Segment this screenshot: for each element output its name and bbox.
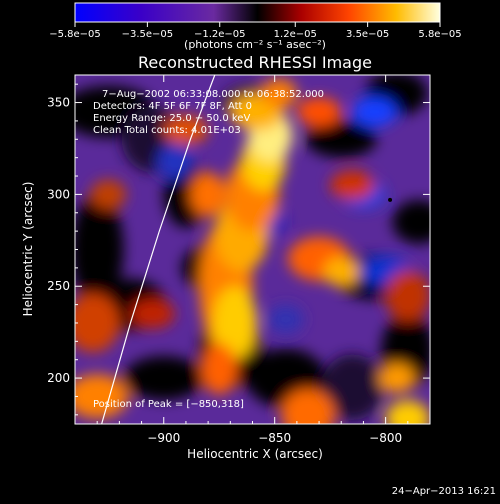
- x-tick-label: −850: [258, 431, 291, 445]
- annotation-energy-range: Energy Range: 25.0 − 50.0 keV: [93, 113, 250, 124]
- colorbar-tick-label: −5.8e−05: [49, 29, 101, 40]
- heatmap-area: [75, 75, 430, 424]
- intensity-blob: [261, 78, 297, 109]
- intensity-blob: [212, 286, 257, 360]
- intensity-blob: [392, 199, 430, 244]
- intensity-blob: [321, 354, 384, 421]
- y-tick-label: 350: [47, 96, 70, 110]
- intensity-blob: [281, 389, 335, 424]
- y-tick-label: 200: [47, 371, 70, 385]
- y-axis-label: Heliocentric Y (arcsec): [21, 182, 35, 317]
- colorbar-tick-label: −3.5e−05: [122, 29, 174, 40]
- intensity-blob: [305, 120, 377, 158]
- y-tick-label: 250: [47, 279, 70, 293]
- min-marker: [388, 197, 393, 202]
- intensity-blob: [123, 356, 204, 401]
- y-axis: 200 250 300 350: [47, 83, 430, 416]
- intensity-blob: [385, 400, 430, 424]
- intensity-blob: [75, 194, 124, 305]
- intensity-blob: [90, 179, 127, 210]
- intensity-blob: [323, 256, 359, 287]
- annotation-detectors: Detectors: 4F 5F 6F 7F 8F, Att 0: [93, 101, 252, 112]
- annotation-peak-position: Position of Peak = [−850,318]: [93, 399, 244, 410]
- colorbar-ticks: −5.8e−05 −3.5e−05 −1.2e−05 1.2e−05 3.5e−05 5.…: [49, 22, 462, 40]
- colorbar-tick-label: 5.8e−05: [418, 29, 461, 40]
- intensity-blob: [385, 269, 430, 322]
- x-axis-label: Heliocentric X (arcsec): [187, 447, 323, 461]
- chart-title: Reconstructed RHESSI Image: [138, 53, 372, 72]
- colorbar: [74, 2, 441, 23]
- x-axis: −900 −850 −800: [74, 75, 431, 445]
- intensity-blob: [330, 170, 375, 200]
- intensity-blob: [201, 343, 237, 395]
- intensity-blob: [352, 97, 397, 127]
- colorbar-tick-label: 1.2e−05: [274, 29, 317, 40]
- solar-limb-line: [101, 75, 216, 424]
- annotation-clean-counts: Clean Total counts: 4.01E+03: [93, 125, 241, 136]
- intensity-blob: [75, 374, 129, 419]
- intensity-blob: [130, 299, 175, 329]
- x-tick-label: −900: [147, 431, 180, 445]
- colorbar-tick-label: 3.5e−05: [346, 29, 389, 40]
- heatmap-image: [75, 75, 430, 424]
- intensity-blob: [190, 172, 226, 217]
- colorbar-tick-label: −1.2e−05: [194, 29, 246, 40]
- footer-timestamp: 24−Apr−2013 16:21: [392, 486, 496, 497]
- annotations: 7−Aug−2002 06:33:08.000 to 06:38:52.000 …: [93, 89, 324, 410]
- y-tick-label: 300: [47, 187, 70, 201]
- intensity-blob: [75, 293, 120, 353]
- intensity-blob: [296, 97, 342, 127]
- annotation-time-range: 7−Aug−2002 06:33:08.000 to 06:38:52.000: [102, 89, 324, 100]
- intensity-blob: [378, 363, 415, 393]
- intensity-blob: [268, 304, 304, 334]
- colorbar-unit-label: (photons cm⁻² s⁻¹ asec⁻²): [184, 38, 326, 51]
- x-tick-label: −800: [369, 431, 402, 445]
- intensity-blob: [157, 142, 193, 180]
